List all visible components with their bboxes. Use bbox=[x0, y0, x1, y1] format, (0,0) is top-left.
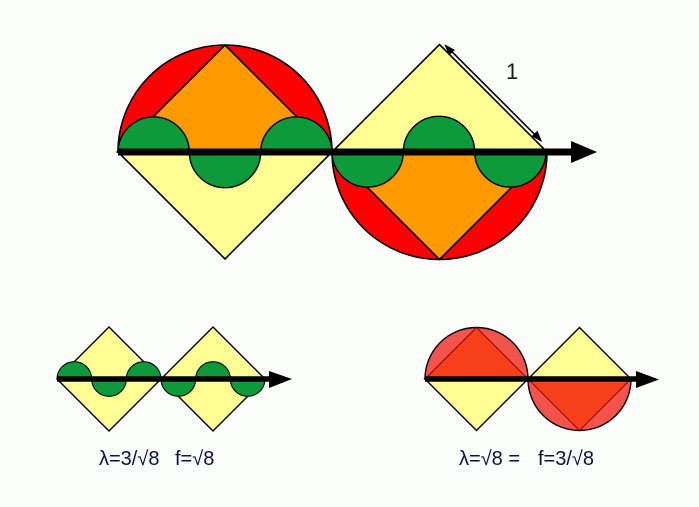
svg-text:λ=3/√8: λ=3/√8 bbox=[99, 448, 159, 470]
svg-text:f=√8: f=√8 bbox=[175, 448, 214, 470]
svg-text:1: 1 bbox=[506, 59, 518, 84]
svg-text:λ=√8 =: λ=√8 = bbox=[459, 448, 520, 470]
svg-text:f=3/√8: f=3/√8 bbox=[538, 448, 594, 470]
